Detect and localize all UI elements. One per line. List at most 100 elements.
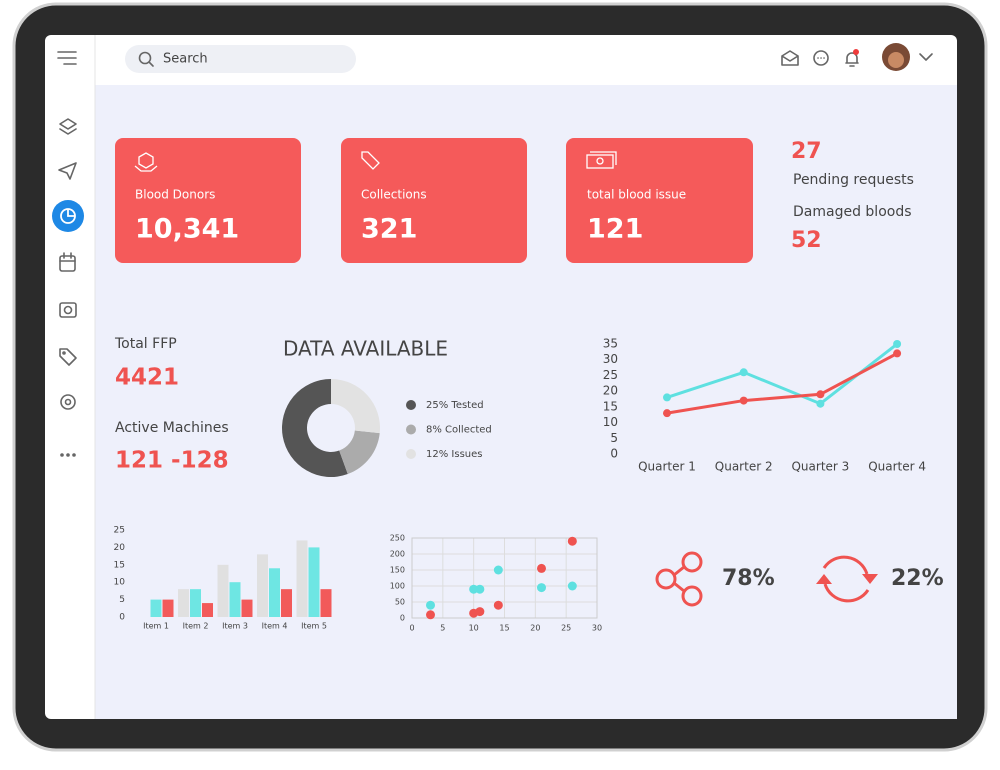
x-tick-label: 5 xyxy=(440,624,445,633)
x-tick-label: 20 xyxy=(530,624,540,633)
y-tick-label: 0 xyxy=(400,614,405,623)
legend-label: 12% Issues xyxy=(426,449,482,460)
scatter-point xyxy=(426,600,435,610)
x-tick-label: Quarter 1 xyxy=(638,460,696,474)
calendar-icon-part xyxy=(59,252,76,262)
x-tick-label: Item 4 xyxy=(262,622,288,631)
tag-icon[interactable] xyxy=(59,348,77,366)
card: total blood issue 121 xyxy=(566,138,753,263)
bar xyxy=(241,599,253,617)
scatter-point xyxy=(475,584,485,594)
line-point xyxy=(739,396,748,405)
legend-label: 25% Tested xyxy=(426,400,484,411)
chevron[interactable] xyxy=(919,53,933,61)
active-label: Active Machines xyxy=(115,420,229,436)
tag-card-icon-part xyxy=(361,151,380,170)
scatter-point xyxy=(493,600,503,610)
search-placeholder: Search xyxy=(163,52,208,67)
settings-icon-part xyxy=(64,398,72,406)
donut-segment xyxy=(282,379,348,477)
more-icon[interactable] xyxy=(60,453,76,457)
search-box[interactable] xyxy=(125,45,356,73)
search-icon-part xyxy=(138,51,152,65)
money-icon-part xyxy=(596,157,604,165)
bell-icon-part xyxy=(845,52,859,67)
bar xyxy=(269,568,280,617)
y-tick-label: 20 xyxy=(603,384,618,398)
active-value: 121 -128 xyxy=(115,448,229,474)
settings-icon[interactable] xyxy=(60,394,76,410)
card-label: total blood issue xyxy=(587,188,686,202)
bar xyxy=(308,547,320,617)
card-label: Collections xyxy=(361,188,427,202)
x-tick-label: 0 xyxy=(409,624,414,633)
y-tick-label: 200 xyxy=(390,550,405,559)
line-point xyxy=(739,368,748,377)
bar xyxy=(190,589,201,617)
pending-value: 27 xyxy=(791,139,822,164)
mail-icon-part xyxy=(781,50,799,66)
x-tick-label: Item 3 xyxy=(222,622,248,631)
layers-icon[interactable] xyxy=(59,118,77,135)
search-icon-part xyxy=(148,61,154,67)
scatter-point xyxy=(493,565,503,575)
mail-icon[interactable] xyxy=(781,50,799,66)
bar xyxy=(217,564,229,617)
refresh-icon-part xyxy=(822,555,870,603)
donut-segment xyxy=(331,379,380,434)
y-tick-label: 10 xyxy=(603,415,618,429)
y-tick-label: 25 xyxy=(603,368,618,382)
camera-icon-part xyxy=(59,302,77,318)
y-tick-label: 20 xyxy=(114,543,126,553)
menu-icon-part xyxy=(57,51,77,65)
calendar-icon[interactable] xyxy=(59,252,76,272)
send-icon-part xyxy=(58,162,77,180)
money-icon-part xyxy=(590,151,617,165)
line-point xyxy=(663,409,671,418)
bell-icon[interactable] xyxy=(845,52,859,67)
plot-border xyxy=(411,537,598,619)
menu-icon[interactable] xyxy=(57,51,77,65)
card-value: 321 xyxy=(361,214,417,245)
card-bg xyxy=(115,138,301,263)
damaged-label: Damaged bloods xyxy=(793,204,912,220)
avatar-face xyxy=(888,52,904,68)
send-icon[interactable] xyxy=(58,162,77,180)
x-tick-label: Quarter 3 xyxy=(791,460,849,474)
card: Collections 321 xyxy=(341,138,527,263)
x-tick-label: Quarter 4 xyxy=(868,460,926,474)
x-tick-label: Quarter 2 xyxy=(715,460,773,474)
x-tick-label: 10 xyxy=(469,624,479,633)
scatter-point xyxy=(567,536,577,546)
scatter-point xyxy=(537,583,546,593)
search-icon xyxy=(138,51,154,67)
scatter-point xyxy=(469,584,479,594)
chat-icon-part xyxy=(813,50,829,66)
bar xyxy=(281,589,292,617)
scatter-point xyxy=(475,607,485,617)
card: Blood Donors 10,341 xyxy=(115,138,301,263)
share-icon-part xyxy=(681,585,703,607)
bar xyxy=(202,603,213,617)
donor-icon xyxy=(134,152,158,172)
y-tick-label: 5 xyxy=(119,595,125,605)
bar xyxy=(257,554,268,617)
y-tick-label: 0 xyxy=(610,447,618,461)
bar xyxy=(320,589,332,617)
line xyxy=(666,352,898,415)
camera-icon[interactable] xyxy=(59,302,77,318)
chart-icon[interactable] xyxy=(60,208,76,224)
share-icon-part xyxy=(681,551,703,573)
y-tick-label: 30 xyxy=(603,352,618,366)
x-tick-label: Item 2 xyxy=(183,622,209,631)
share-percent: 78% xyxy=(722,566,775,591)
tag-card-icon xyxy=(361,151,380,170)
settings-icon-part xyxy=(60,394,76,410)
chat-icon[interactable] xyxy=(813,50,829,66)
y-tick-label: 250 xyxy=(390,534,405,543)
share-icon-part xyxy=(655,568,677,590)
refresh-percent: 22% xyxy=(891,566,944,591)
card-bg xyxy=(566,138,753,263)
damaged-value: 52 xyxy=(791,228,822,253)
